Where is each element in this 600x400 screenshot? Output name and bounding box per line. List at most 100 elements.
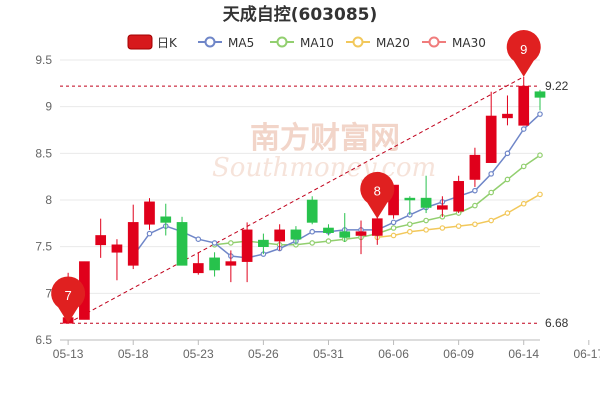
- candle-body: [371, 218, 383, 236]
- candle-body: [258, 239, 269, 247]
- price-markers: 7 8 9: [51, 30, 541, 324]
- ma20-point: [520, 200, 527, 207]
- legend-label: MA30: [452, 36, 486, 50]
- ma5-point: [537, 111, 543, 117]
- legend-label: MA10: [300, 36, 334, 50]
- candle-body: [453, 181, 464, 212]
- legend-swatch-daily-k: [127, 34, 153, 50]
- legend-dot-ma5: [204, 36, 216, 48]
- ma10-point: [504, 176, 511, 183]
- ma20-point: [504, 210, 511, 216]
- candle-body: [111, 244, 123, 253]
- marker-label: 8: [374, 184, 381, 199]
- candle-body: [274, 229, 286, 242]
- ma10-point: [390, 225, 397, 231]
- ma5-point: [390, 219, 397, 226]
- candles: [62, 76, 546, 324]
- candle-body: [306, 199, 318, 223]
- candle-body: [323, 227, 334, 233]
- ma20-point: [488, 217, 494, 224]
- trend-line: [67, 76, 524, 324]
- ma10-point: [472, 202, 478, 209]
- x-tick-label: 05-18: [118, 347, 149, 361]
- candle-body: [127, 222, 139, 266]
- candle-body: [485, 115, 497, 163]
- y-tick-label: 9.5: [35, 53, 52, 67]
- marker-label: 9: [520, 42, 527, 57]
- legend-label: MA5: [228, 36, 254, 50]
- y-tick-label: 6.5: [35, 333, 52, 347]
- ma5-point: [195, 236, 202, 243]
- ma10-point: [325, 238, 332, 244]
- x-axis: 05-13 05-18 05-23 05-26 05-31 06-06 06-09 06-14…: [53, 339, 600, 361]
- ma10-point: [537, 152, 543, 159]
- x-tick-label: 06-17: [573, 347, 600, 361]
- candle-body: [144, 201, 155, 225]
- candle-body: [160, 216, 172, 223]
- ma10-point: [488, 189, 494, 196]
- y-tick-label: 8: [45, 193, 52, 207]
- ma10-point: [520, 163, 527, 170]
- reference-lines: 9.22 6.68: [60, 76, 569, 330]
- reference-label: 9.22: [545, 79, 569, 93]
- x-tick-label: 05-26: [248, 347, 279, 361]
- watermark-cn: 南方财富网: [250, 121, 400, 156]
- ma20-point: [537, 191, 543, 198]
- watermark-en: Southmoney.com: [212, 153, 436, 183]
- x-tick-label: 06-09: [443, 347, 474, 361]
- reference-label: 6.68: [545, 316, 569, 330]
- ma5-point: [520, 126, 527, 132]
- x-tick-label: 05-13: [53, 347, 84, 361]
- x-tick-label: 06-14: [508, 347, 539, 361]
- ma20-point: [472, 221, 478, 228]
- candle-body: [192, 263, 204, 274]
- candle-body: [339, 231, 351, 238]
- marker-pin: [506, 30, 541, 77]
- y-tick-label: 7: [45, 286, 52, 300]
- candle-body: [437, 205, 448, 210]
- y-tick-label: 7.5: [35, 240, 52, 254]
- chart-legend: 日K MA5 MA10 MA20 MA30: [127, 34, 486, 50]
- candle-body: [518, 85, 530, 126]
- ma10-point: [423, 217, 429, 224]
- candle-body: [534, 91, 546, 98]
- grid: [60, 59, 540, 341]
- marker-label: 7: [65, 288, 72, 303]
- ma5-point: [472, 187, 478, 194]
- candle-body: [502, 113, 513, 119]
- ma5-point: [146, 230, 153, 237]
- ma20-point: [407, 228, 413, 235]
- candle-body: [209, 257, 220, 271]
- y-axis: 6.5 7 7.5 8 8.5 9 9.5: [35, 53, 52, 347]
- legend-dot-ma30: [428, 36, 440, 48]
- candle-body: [241, 229, 253, 262]
- ma5-point: [211, 240, 218, 246]
- marker-pin: [360, 171, 395, 219]
- x-tick-label: 05-31: [313, 347, 344, 361]
- ma10-point: [407, 221, 413, 228]
- legend-label: 日K: [157, 36, 178, 50]
- legend-dot-ma10: [276, 36, 288, 48]
- x-tick-label: 05-23: [183, 347, 214, 361]
- ma10-point: [309, 240, 316, 246]
- ma20-point: [439, 225, 446, 231]
- ma10-point: [228, 240, 234, 246]
- ma5-point: [309, 228, 316, 235]
- ma20-point: [455, 223, 462, 229]
- candle-body: [225, 261, 237, 266]
- chart-title: 天成自控(603085): [223, 4, 378, 25]
- ma20-point: [423, 227, 429, 233]
- y-tick-label: 8.5: [35, 146, 52, 160]
- candle-body: [469, 154, 481, 180]
- ma20-point: [390, 232, 397, 239]
- marker-pin: [51, 276, 86, 324]
- watermark: 南方财富网 Southmoney.com: [212, 121, 436, 183]
- ma5-point: [504, 150, 511, 157]
- candle-body: [176, 222, 188, 266]
- candle-body: [420, 197, 432, 208]
- y-tick-label: 9: [45, 100, 52, 114]
- candle-body: [404, 197, 416, 201]
- legend-dot-ma20: [352, 36, 364, 48]
- legend-label: MA20: [376, 36, 410, 50]
